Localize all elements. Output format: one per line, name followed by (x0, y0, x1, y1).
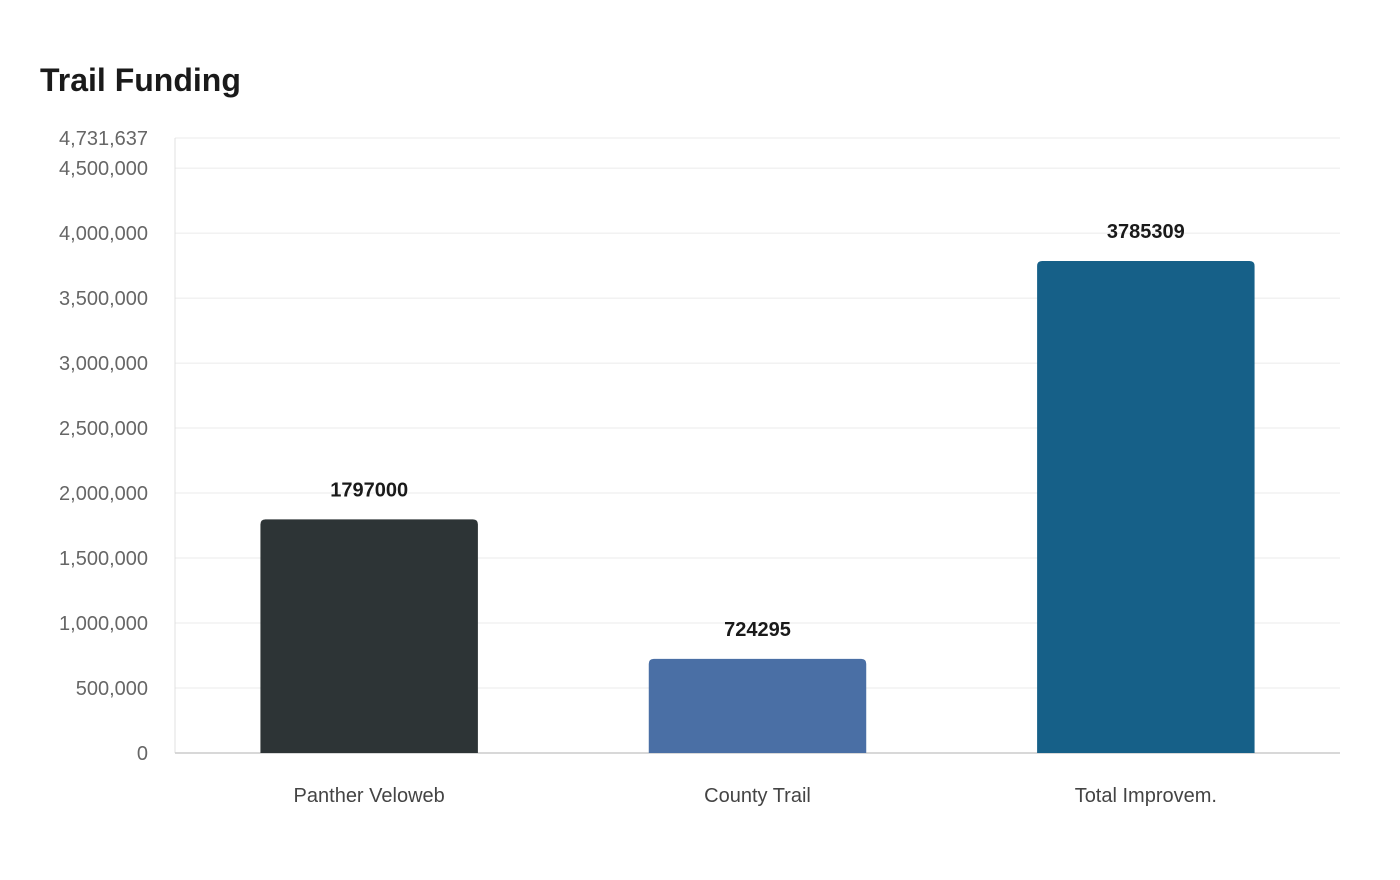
y-tick-label: 2,500,000 (59, 418, 148, 440)
x-category-labels: Panther Veloweb County Trail Total Improve… (294, 785, 1217, 807)
y-tick-label: 1,500,000 (59, 548, 148, 570)
data-labels: 1797000 724295 3785309 (330, 221, 1185, 641)
x-category-label: Total Improvem. (1075, 785, 1217, 807)
data-label: 3785309 (1107, 221, 1185, 243)
bars (260, 261, 1255, 753)
y-tick-labels: 0 500,000 1,000,000 1,500,000 2,000,000 2,500… (59, 128, 148, 765)
x-category-label: County Trail (704, 785, 811, 807)
bar-3 (1037, 261, 1255, 753)
y-tick-label: 1,000,000 (59, 613, 148, 635)
bar-2 (648, 658, 867, 753)
y-tick-label: 2,000,000 (59, 483, 148, 505)
chart-title: Trail Funding (40, 62, 241, 98)
x-category-label: Panther Veloweb (294, 785, 445, 807)
y-tick-label: 0 (137, 743, 148, 765)
data-label: 1797000 (330, 479, 408, 501)
bar-1 (260, 519, 478, 753)
y-tick-label: 500,000 (76, 678, 148, 700)
y-tick-label: 4,500,000 (59, 158, 148, 180)
y-tick-label: 4,000,000 (59, 223, 148, 245)
y-tick-label: 3,000,000 (59, 353, 148, 375)
data-label: 724295 (724, 619, 791, 641)
y-tick-label: 4,731,637 (59, 128, 148, 150)
y-tick-label: 3,500,000 (59, 288, 148, 310)
